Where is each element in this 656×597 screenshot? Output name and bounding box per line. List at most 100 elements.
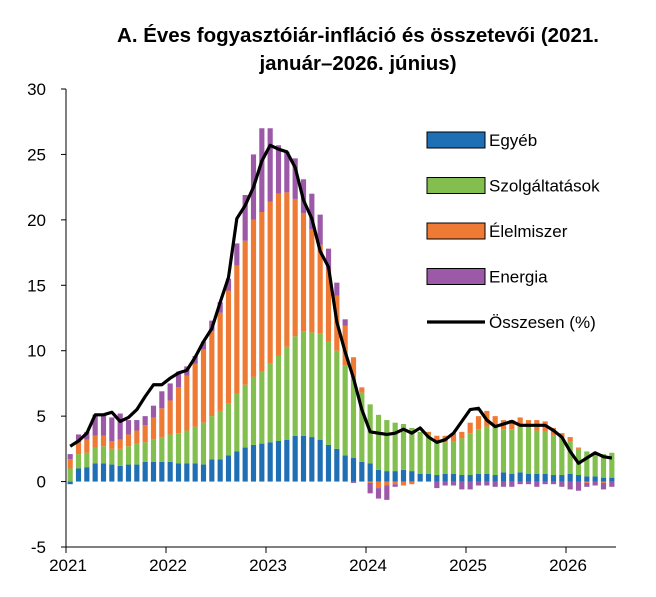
bar-élelmiszer	[400, 481, 407, 486]
y-tick-label: 30	[27, 80, 46, 99]
x-tick-label: 2021	[49, 556, 87, 575]
bar-szolgáltatások	[492, 427, 498, 476]
bar-szolgáltatások	[425, 434, 432, 474]
bar-élelmiszer	[309, 229, 315, 333]
bar-egyéb	[125, 464, 132, 482]
bar-egyéb	[450, 473, 457, 482]
bar-szolgáltatások	[117, 448, 123, 466]
x-tick-label: 2025	[449, 556, 487, 575]
bar-szolgáltatások	[175, 433, 182, 464]
bar-élelmiszer	[600, 481, 607, 483]
bar-élelmiszer	[567, 437, 573, 442]
bar-energia	[317, 214, 323, 245]
bar-energia	[442, 481, 448, 486]
bar-energia	[309, 193, 315, 230]
bar-szolgáltatások	[317, 333, 323, 440]
bar-szolgáltatások	[200, 422, 207, 465]
bar-szolgáltatások	[392, 422, 398, 472]
bar-szolgáltatások	[167, 434, 173, 462]
bar-szolgáltatások	[142, 442, 148, 462]
bar-energia	[75, 434, 82, 443]
bar-energia	[350, 481, 357, 483]
bar-egyéb	[159, 461, 165, 482]
bar-szolgáltatások	[475, 429, 482, 474]
bar-szolgáltatások	[259, 371, 265, 444]
bar-energia	[92, 414, 98, 436]
bar-energia	[325, 248, 332, 270]
bar-élelmiszer	[200, 349, 207, 423]
bar-energia	[284, 151, 290, 193]
bar-egyéb	[75, 468, 82, 482]
bar-szolgáltatások	[292, 336, 298, 436]
legend-label: Egyéb	[489, 131, 537, 150]
bar-energia	[175, 371, 182, 388]
bar-szolgáltatások	[217, 410, 223, 460]
bar-szolgáltatások	[84, 452, 90, 468]
bar-energia	[459, 481, 465, 490]
bar-energia	[450, 481, 457, 486]
bar-élelmiszer	[159, 408, 165, 438]
bar-energia	[525, 481, 532, 485]
y-tick-label: 10	[27, 342, 46, 361]
bar-élelmiszer	[234, 265, 240, 394]
bar-szolgáltatások	[525, 427, 532, 474]
bar-szolgáltatások	[359, 392, 365, 462]
bar-energia	[559, 481, 565, 487]
bar-egyéb	[150, 461, 157, 482]
bar-élelmiszer	[409, 481, 415, 485]
chart-title-line2: január–2026. június)	[259, 52, 457, 75]
bar-energia	[200, 341, 207, 350]
y-tick-label: 15	[27, 276, 46, 295]
bar-energia	[517, 481, 523, 485]
bar-élelmiszer	[150, 417, 157, 440]
bar-élelmiszer	[392, 481, 398, 485]
bar-élelmiszer	[450, 433, 457, 441]
bar-élelmiszer	[375, 481, 382, 489]
bar-egyéb	[400, 469, 407, 482]
bar-energia	[467, 481, 473, 490]
bar-energia	[109, 417, 115, 441]
y-tick-label: -5	[31, 538, 46, 557]
bar-egyéb	[300, 435, 307, 482]
bar-szolgáltatások	[275, 355, 282, 442]
bar-szolgáltatások	[409, 427, 415, 472]
bar-egyéb	[192, 463, 198, 482]
bar-energia	[267, 128, 273, 202]
bar-egyéb	[350, 458, 357, 482]
bar-élelmiszer	[350, 357, 357, 379]
bar-egyéb	[567, 473, 573, 482]
bar-energia	[509, 481, 515, 487]
bar-szolgáltatások	[75, 454, 82, 469]
bar-egyéb	[117, 465, 123, 482]
bar-egyéb	[459, 475, 465, 482]
bar-élelmiszer	[67, 459, 73, 469]
bar-szolgáltatások	[584, 451, 590, 477]
bar-egyéb	[467, 475, 473, 482]
bar-szolgáltatások	[125, 446, 132, 465]
bar-élelmiszer	[384, 481, 390, 486]
bar-élelmiszer	[100, 435, 107, 447]
y-tick-label: 5	[37, 407, 46, 426]
bar-egyéb	[417, 473, 423, 482]
bar-egyéb	[167, 461, 173, 482]
bar-szolgáltatások	[67, 468, 73, 482]
bar-energia	[242, 194, 248, 241]
bar-szolgáltatások	[334, 350, 340, 449]
bar-szolgáltatások	[367, 404, 373, 464]
legend-swatch	[426, 131, 486, 149]
chart-title: A. Éves fogyasztóiár-infláció és összete…	[70, 22, 646, 78]
bar-energia	[84, 431, 90, 440]
bar-szolgáltatások	[542, 431, 548, 474]
bar-szolgáltatások	[109, 448, 115, 465]
bar-szolgáltatások	[134, 443, 140, 465]
x-tick-label: 2026	[549, 556, 587, 575]
bar-szolgáltatások	[442, 442, 448, 474]
bar-szolgáltatások	[450, 441, 457, 474]
bar-energia	[125, 420, 132, 435]
bar-egyéb	[509, 473, 515, 482]
bar-egyéb	[484, 473, 490, 482]
bar-energia	[159, 391, 165, 409]
bar-egyéb	[392, 471, 398, 482]
bar-egyéb	[550, 475, 557, 482]
bar-egyéb	[334, 448, 340, 482]
